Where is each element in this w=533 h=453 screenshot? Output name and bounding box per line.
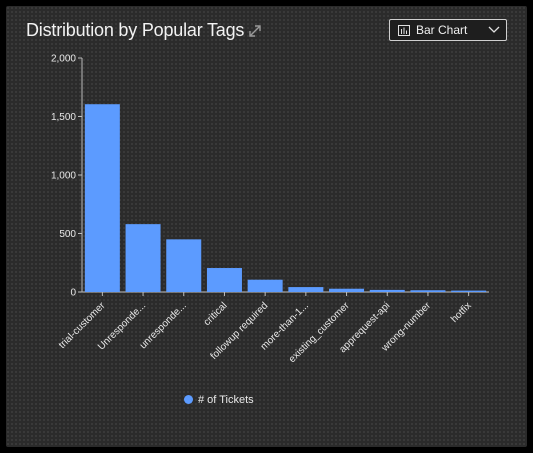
expand-icon[interactable] — [248, 24, 262, 38]
x-tick-label: critical — [202, 300, 230, 328]
y-tick-label: 2,000 — [51, 54, 76, 65]
chart-type-dropdown[interactable]: Bar Chart — [389, 19, 507, 41]
bar[interactable] — [206, 268, 242, 292]
bar[interactable] — [84, 104, 120, 292]
bar-chart: 05001,0001,5002,000trial-customerUnrespo… — [51, 54, 489, 365]
y-tick-label: 0 — [70, 288, 76, 299]
y-tick-label: 1,500 — [51, 112, 76, 123]
bar[interactable] — [369, 289, 405, 292]
chart-panel: Distribution by Popular Tags Bar Chart 0… — [6, 6, 527, 447]
bar[interactable] — [410, 290, 446, 292]
bar-chart-icon — [398, 25, 410, 36]
bar[interactable] — [451, 290, 487, 292]
bar[interactable] — [166, 239, 202, 292]
page-title: Distribution by Popular Tags — [26, 20, 245, 40]
bar[interactable] — [288, 287, 324, 292]
bar[interactable] — [125, 224, 161, 292]
bar[interactable] — [247, 279, 283, 292]
y-tick-label: 500 — [59, 229, 76, 240]
chevron-down-icon — [488, 26, 500, 33]
legend-label: # of Tickets — [198, 394, 254, 406]
legend-swatch — [184, 395, 193, 404]
chart-legend[interactable]: # of Tickets — [184, 394, 254, 406]
bar[interactable] — [329, 288, 365, 292]
chart-type-label: Bar Chart — [416, 23, 468, 37]
y-tick-label: 1,000 — [51, 171, 76, 182]
x-tick-label: hotfix — [449, 300, 474, 325]
